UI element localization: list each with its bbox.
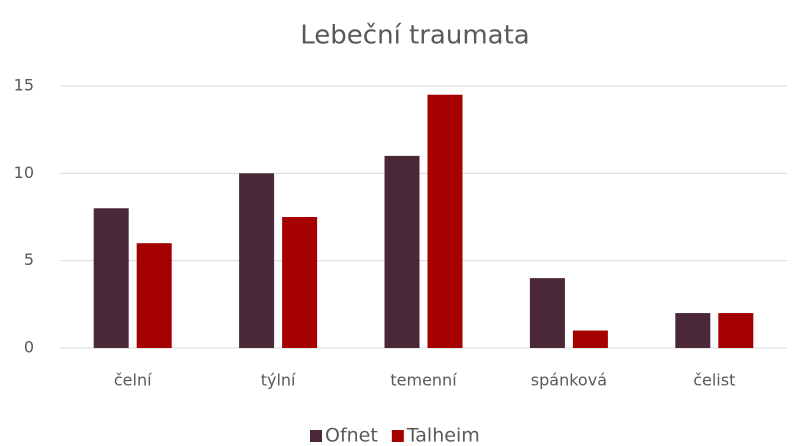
chart-title: Lebeční traumata (300, 21, 529, 51)
y-tick-label: 10 (14, 163, 34, 182)
x-tick-label: temenní (390, 371, 457, 390)
x-tick-label: čelist (693, 371, 735, 390)
legend-label: Talheim (406, 425, 480, 446)
x-tick-label: čelní (114, 371, 152, 390)
y-tick-label: 5 (24, 250, 34, 269)
bar (384, 155, 420, 348)
bar (572, 330, 608, 348)
bar (136, 243, 172, 348)
x-tick-label: spánková (531, 371, 607, 390)
y-tick-label: 0 (24, 338, 34, 357)
bar (427, 94, 463, 348)
bar (529, 278, 565, 348)
legend-swatch (310, 430, 322, 442)
bar (239, 173, 275, 348)
y-tick-label: 15 (14, 76, 34, 95)
bar (675, 313, 711, 348)
bar (93, 208, 129, 348)
legend-label: Ofnet (325, 425, 378, 446)
bar (718, 313, 754, 348)
x-tick-label: týlní (261, 371, 296, 390)
legend-swatch (391, 430, 404, 442)
bar (282, 217, 318, 348)
